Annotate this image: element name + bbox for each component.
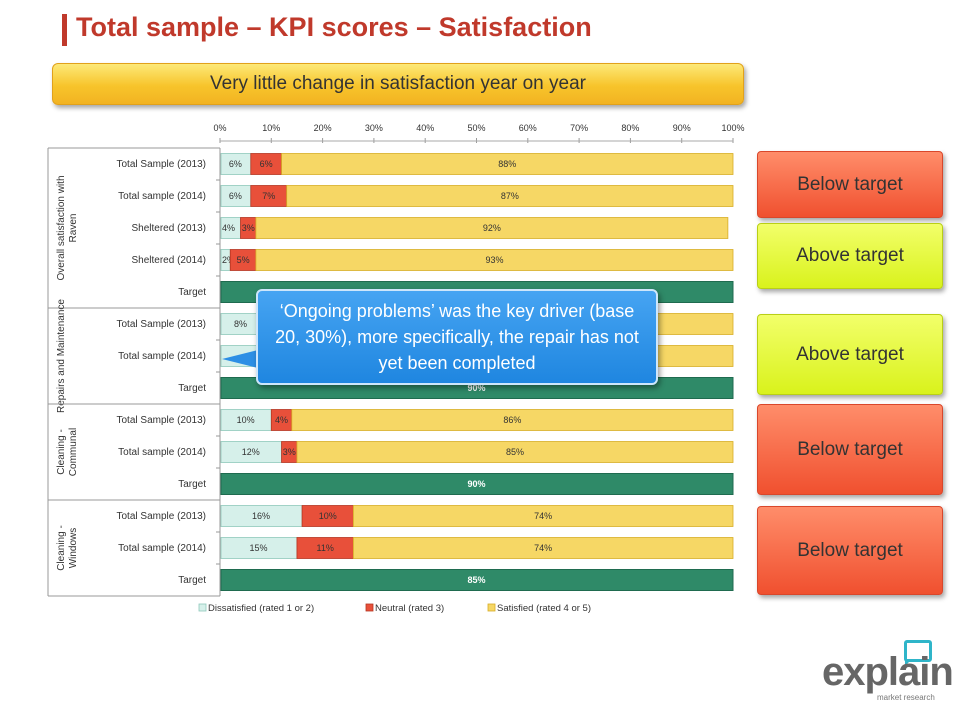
legend-label: Satisfied (rated 4 or 5) <box>497 603 591 614</box>
x-tick-label: 90% <box>673 123 691 133</box>
bar-value-label: 86% <box>503 415 521 425</box>
group-label-line: Repairs and Maintenance <box>56 299 67 413</box>
target-value-label: 85% <box>467 575 485 585</box>
bar-value-label: 6% <box>229 191 242 201</box>
company-logo: explain <box>822 650 954 694</box>
group-label-line: Raven <box>68 214 79 243</box>
target-status-overall: Below target <box>757 151 943 218</box>
bar-value-label: 5% <box>237 255 250 265</box>
x-tick-label: 0% <box>213 123 226 133</box>
target-bar <box>220 473 734 495</box>
row-label: Total Sample (2013) <box>117 511 207 522</box>
row-label: Total sample (2014) <box>118 543 206 554</box>
bar-value-label: 74% <box>534 511 552 521</box>
group-label-line: Communal <box>68 428 79 476</box>
bar-value-label: 12% <box>242 447 260 457</box>
group-label: Repairs and Maintenance <box>56 299 67 413</box>
group-label-line: Windows <box>68 528 79 569</box>
legend-label: Dissatisfied (rated 1 or 2) <box>208 603 314 614</box>
company-logo-subtitle: market research <box>877 693 935 702</box>
x-tick-label: 70% <box>570 123 588 133</box>
row-label: Total Sample (2013) <box>117 415 207 426</box>
target-status-cleaning-communal: Below target <box>757 404 943 495</box>
page-title: Total sample – KPI scores – Satisfaction <box>76 12 592 42</box>
bar-value-label: 87% <box>501 191 519 201</box>
row-label: Total sample (2014) <box>118 447 206 458</box>
bar-value-label: 6% <box>229 159 242 169</box>
row-label: Sheltered (2014) <box>132 255 207 266</box>
target-status-repairs: Above target <box>757 314 943 395</box>
x-tick-label: 50% <box>467 123 485 133</box>
bar-value-label: 16% <box>252 511 270 521</box>
row-label: Target <box>178 287 206 298</box>
legend-label: Neutral (rated 3) <box>375 603 444 614</box>
bar-value-label: 4% <box>222 223 235 233</box>
group-label-line: Cleaning - <box>56 429 67 475</box>
bar-segment <box>291 409 734 431</box>
x-tick-label: 40% <box>416 123 434 133</box>
bar-value-label: 85% <box>506 447 524 457</box>
target-value-label: 90% <box>467 383 485 393</box>
bar-value-label: 88% <box>498 159 516 169</box>
bar-value-label: 10% <box>237 415 255 425</box>
bar-value-label: 11% <box>316 543 333 553</box>
speech-bubble-tail-icon <box>905 659 912 666</box>
legend-swatch <box>487 603 496 612</box>
row-label: Target <box>178 575 206 586</box>
row-label: Total sample (2014) <box>118 191 206 202</box>
bar-value-label: 6% <box>260 159 273 169</box>
x-tick-label: 100% <box>721 123 744 133</box>
callout-pointer <box>222 350 258 368</box>
x-tick-label: 60% <box>519 123 537 133</box>
target-bar <box>220 569 734 591</box>
bar-value-label: 7% <box>262 191 275 201</box>
bar-value-label: 10% <box>319 511 337 521</box>
bar-value-label: 3% <box>242 223 255 233</box>
group-label-line: Overall satisfaction with <box>56 175 67 280</box>
bar-segment <box>281 153 734 175</box>
bar-segment <box>296 441 734 463</box>
bar-segment <box>286 185 734 207</box>
bar-segment <box>255 217 729 239</box>
row-label: Total Sample (2013) <box>117 159 207 170</box>
row-label: Target <box>178 383 206 394</box>
group-label: Overall satisfaction withRaven <box>56 175 79 280</box>
row-label: Total sample (2014) <box>118 351 206 362</box>
bar-value-label: 74% <box>534 543 552 553</box>
row-label: Target <box>178 479 206 490</box>
bar-value-label: 92% <box>483 223 501 233</box>
legend-swatch <box>365 603 374 612</box>
key-driver-callout: ‘Ongoing problems’ was the key driver (b… <box>256 289 658 385</box>
x-tick-label: 30% <box>365 123 383 133</box>
title-accent-bar <box>62 14 67 46</box>
target-status-sheltered: Above target <box>757 223 943 289</box>
bar-segment <box>352 505 734 527</box>
bar-value-label: 15% <box>249 543 267 553</box>
x-tick-label: 80% <box>621 123 639 133</box>
summary-banner: Very little change in satisfaction year … <box>52 63 744 105</box>
bar-value-label: 4% <box>275 415 288 425</box>
x-tick-label: 10% <box>262 123 280 133</box>
group-label: Cleaning -Communal <box>56 428 79 476</box>
bar-value-label: 2% <box>222 255 235 265</box>
bar-value-label: 93% <box>485 255 503 265</box>
row-label: Total Sample (2013) <box>117 319 207 330</box>
target-status-cleaning-windows: Below target <box>757 506 943 595</box>
row-label: Sheltered (2013) <box>132 223 207 234</box>
x-tick-label: 20% <box>314 123 332 133</box>
group-label: Cleaning -Windows <box>56 525 79 571</box>
bar-value-label: 3% <box>283 447 296 457</box>
bar-segment <box>255 249 734 271</box>
group-label-line: Cleaning - <box>56 525 67 571</box>
speech-bubble-logo-icon <box>904 640 932 662</box>
bar-segment <box>352 537 734 559</box>
legend-swatch <box>198 603 207 612</box>
bar-value-label: 8% <box>234 319 247 329</box>
target-value-label: 90% <box>467 479 485 489</box>
